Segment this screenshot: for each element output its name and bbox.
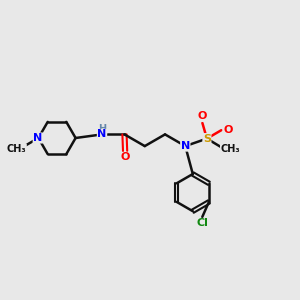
Text: O: O — [120, 152, 130, 163]
Text: CH₃: CH₃ — [220, 144, 240, 154]
Text: CH₃: CH₃ — [7, 144, 26, 154]
Text: Cl: Cl — [196, 218, 208, 229]
Text: N: N — [98, 129, 106, 140]
Text: S: S — [203, 134, 211, 144]
Text: N: N — [181, 141, 190, 151]
Text: O: O — [223, 125, 232, 135]
Text: O: O — [198, 111, 207, 122]
Text: N: N — [33, 133, 42, 143]
Text: H: H — [98, 124, 107, 134]
